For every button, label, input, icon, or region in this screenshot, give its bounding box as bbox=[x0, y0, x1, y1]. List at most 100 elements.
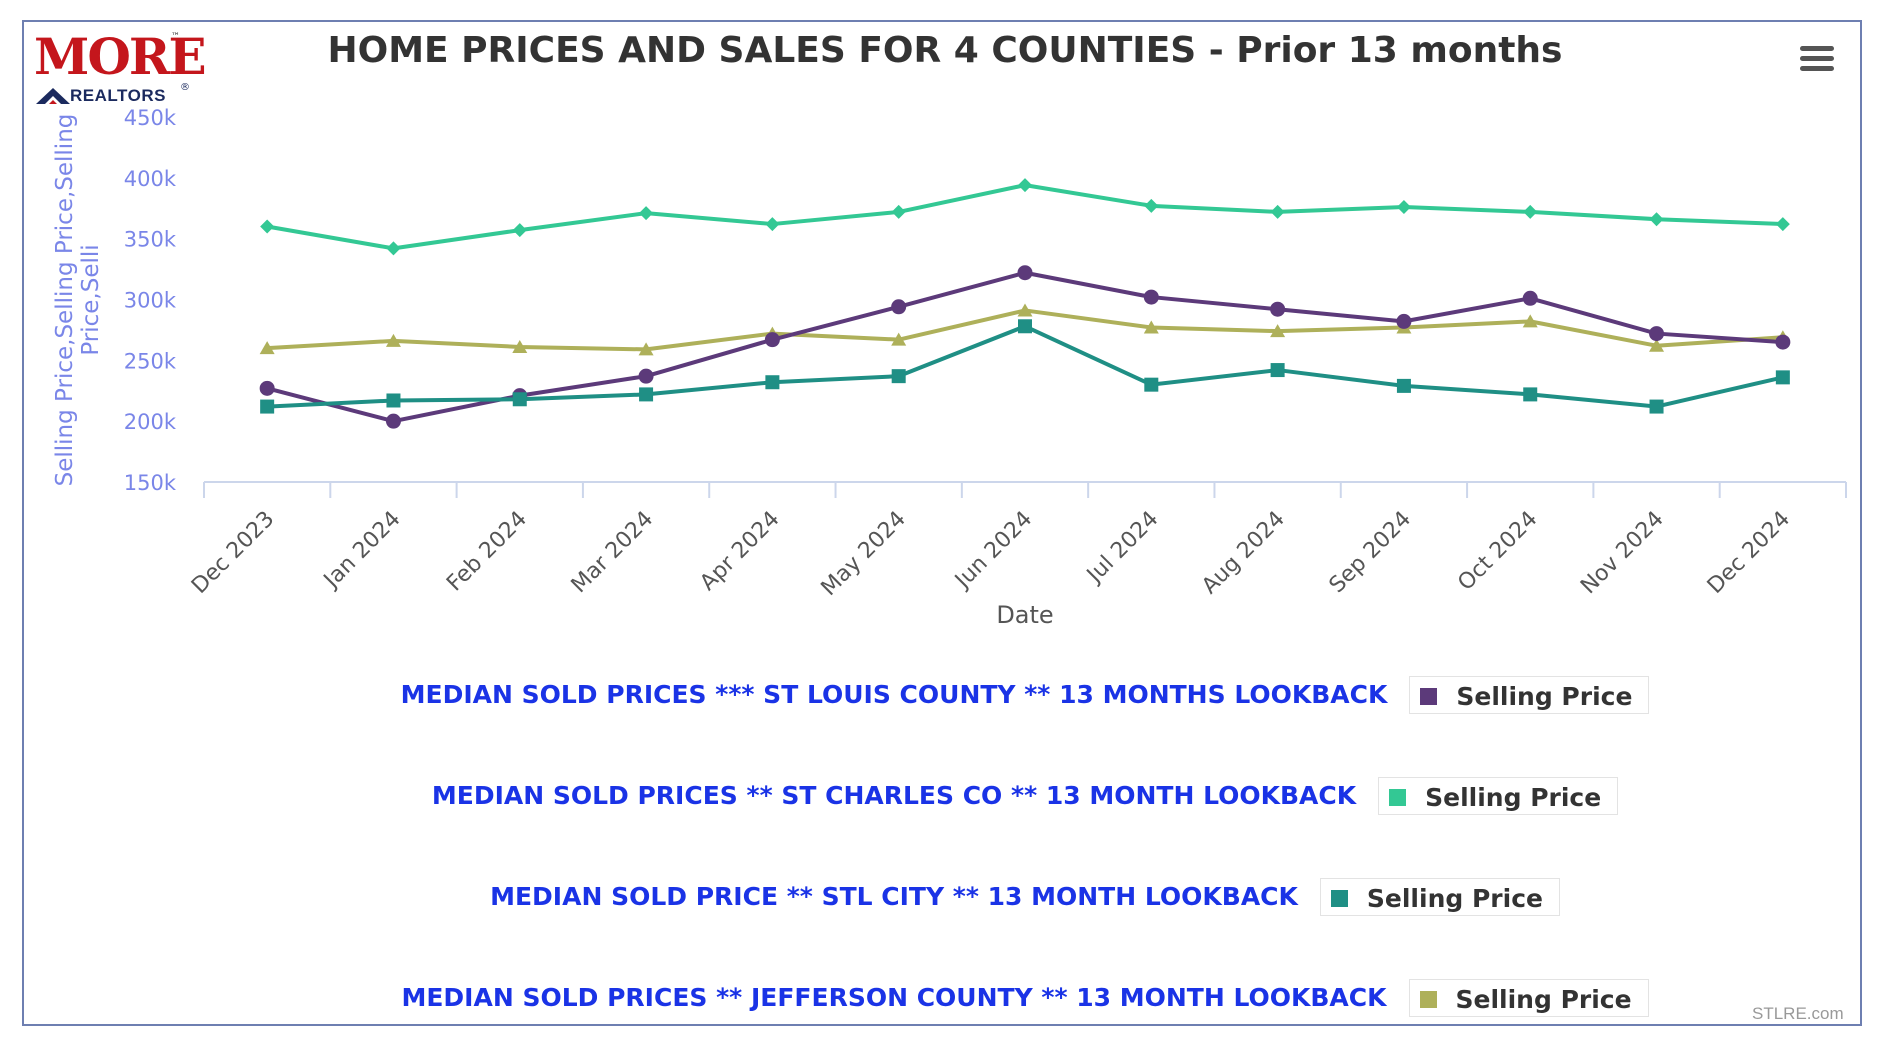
data-point[interactable] bbox=[1523, 387, 1538, 402]
x-tick-label: Oct 2024 bbox=[1453, 507, 1542, 596]
data-point[interactable] bbox=[1649, 399, 1664, 414]
data-point[interactable] bbox=[638, 342, 654, 356]
data-point[interactable] bbox=[1775, 217, 1790, 232]
data-point[interactable] bbox=[1017, 303, 1033, 317]
data-point[interactable] bbox=[1775, 334, 1791, 350]
series-line bbox=[266, 183, 1783, 251]
data-point[interactable] bbox=[1522, 314, 1538, 328]
legend-swatch bbox=[1330, 890, 1348, 907]
data-point[interactable] bbox=[1396, 378, 1411, 393]
data-point[interactable] bbox=[512, 392, 527, 407]
logo-tm: ™ bbox=[171, 32, 180, 42]
data-point[interactable] bbox=[1649, 326, 1665, 342]
x-tick-label: Dec 2023 bbox=[187, 507, 279, 599]
legend-group-title: MEDIAN SOLD PRICES ** ST CHARLES CO ** 1… bbox=[431, 781, 1357, 810]
data-point[interactable] bbox=[1270, 301, 1286, 317]
legend-row: MEDIAN SOLD PRICES ** JEFFERSON COUNTY *… bbox=[0, 979, 1894, 1019]
legend-group-title: MEDIAN SOLD PRICE ** STL CITY ** 13 MONT… bbox=[490, 882, 1298, 911]
data-point[interactable] bbox=[1018, 178, 1032, 193]
data-point[interactable] bbox=[1018, 319, 1032, 334]
data-point[interactable] bbox=[260, 219, 275, 234]
x-tick-label: Jan 2024 bbox=[318, 507, 406, 595]
legend-group-title: MEDIAN SOLD PRICES *** ST LOUIS COUNTY *… bbox=[400, 680, 1388, 709]
data-point[interactable] bbox=[259, 380, 275, 396]
series-2 bbox=[260, 319, 1790, 414]
data-point[interactable] bbox=[1270, 363, 1285, 378]
data-point[interactable] bbox=[765, 375, 780, 390]
legend-label: Selling Price bbox=[1455, 985, 1632, 1014]
data-point[interactable] bbox=[891, 369, 906, 384]
data-point[interactable] bbox=[891, 299, 907, 315]
legend-item[interactable]: Selling Price bbox=[1378, 777, 1619, 815]
legend-item[interactable]: Selling Price bbox=[1319, 878, 1560, 916]
data-point[interactable] bbox=[1523, 204, 1538, 219]
house-roof-icon bbox=[36, 88, 70, 104]
chart-title: HOME PRICES AND SALES FOR 4 COUNTIES - P… bbox=[327, 30, 1563, 71]
data-point[interactable] bbox=[1396, 200, 1411, 215]
logo-brand: MORE bbox=[34, 27, 207, 86]
x-tick-label: Dec 2024 bbox=[1703, 507, 1795, 599]
chart-frame bbox=[22, 20, 1862, 1026]
data-point[interactable] bbox=[1143, 320, 1159, 334]
data-point[interactable] bbox=[259, 341, 275, 355]
data-point[interactable] bbox=[639, 387, 654, 402]
data-point[interactable] bbox=[1270, 324, 1286, 338]
data-point[interactable] bbox=[512, 339, 528, 353]
data-point[interactable] bbox=[1144, 377, 1159, 392]
x-tick-label: Jun 2024 bbox=[949, 507, 1037, 595]
legend-group-title: MEDIAN SOLD PRICES ** JEFFERSON COUNTY *… bbox=[401, 983, 1387, 1012]
data-point[interactable] bbox=[891, 204, 906, 219]
x-tick-label: Jul 2024 bbox=[1081, 507, 1163, 589]
y-tick-label: 450k bbox=[124, 106, 177, 130]
x-tick-label: Nov 2024 bbox=[1576, 507, 1669, 600]
legend-item[interactable]: Selling Price bbox=[1409, 676, 1650, 714]
legend-label: Selling Price bbox=[1425, 783, 1602, 812]
data-point[interactable] bbox=[891, 332, 907, 346]
data-point[interactable] bbox=[764, 332, 780, 348]
y-tick-label: 200k bbox=[124, 410, 177, 434]
data-point[interactable] bbox=[765, 217, 780, 232]
data-point[interactable] bbox=[1649, 338, 1665, 352]
data-point[interactable] bbox=[1649, 212, 1664, 227]
data-point[interactable] bbox=[1396, 313, 1412, 329]
series-line bbox=[267, 324, 1784, 409]
data-point[interactable] bbox=[1017, 265, 1033, 281]
x-tick-label: Aug 2024 bbox=[1197, 507, 1290, 600]
x-tick-label: May 2024 bbox=[817, 507, 911, 601]
data-point[interactable] bbox=[1775, 370, 1790, 385]
more-realtors-logo: MORE ™ REALTORS ® bbox=[30, 30, 207, 110]
data-point[interactable] bbox=[1143, 289, 1159, 305]
x-tick-label: Apr 2024 bbox=[695, 507, 784, 596]
legend-label: Selling Price bbox=[1366, 884, 1543, 913]
x-axis-title: Date bbox=[996, 601, 1053, 629]
x-tick-label: Mar 2024 bbox=[567, 507, 659, 599]
legend-swatch bbox=[1419, 991, 1437, 1008]
data-point[interactable] bbox=[1270, 204, 1285, 219]
data-point[interactable] bbox=[385, 333, 401, 347]
data-point[interactable] bbox=[386, 241, 401, 256]
legend-row: MEDIAN SOLD PRICES *** ST LOUIS COUNTY *… bbox=[0, 676, 1894, 716]
x-tick-label: Sep 2024 bbox=[1325, 507, 1417, 599]
y-tick-label: 300k bbox=[124, 289, 177, 313]
legend-row: MEDIAN SOLD PRICE ** STL CITY ** 13 MONT… bbox=[0, 878, 1894, 918]
logo-sub: REALTORS bbox=[70, 86, 166, 105]
data-point[interactable] bbox=[1144, 198, 1159, 213]
data-point[interactable] bbox=[638, 368, 654, 384]
credit-link[interactable]: STLRE.com bbox=[1752, 1004, 1844, 1023]
y-tick-label: 400k bbox=[124, 167, 177, 191]
data-point[interactable] bbox=[639, 206, 654, 221]
x-tick-label: Feb 2024 bbox=[442, 507, 532, 597]
legend-swatch bbox=[1420, 688, 1438, 705]
data-point[interactable] bbox=[512, 223, 527, 238]
data-point[interactable] bbox=[260, 399, 275, 414]
data-point[interactable] bbox=[1522, 290, 1538, 306]
legend-swatch bbox=[1389, 789, 1407, 806]
legend-item[interactable]: Selling Price bbox=[1408, 979, 1649, 1017]
y-axis-title: Selling Price,Selling Price,SellingPrice… bbox=[52, 114, 104, 487]
y-tick-label: 350k bbox=[124, 228, 177, 252]
data-point[interactable] bbox=[386, 393, 401, 408]
legend-row: MEDIAN SOLD PRICES ** ST CHARLES CO ** 1… bbox=[0, 777, 1894, 817]
hamburger-menu-icon[interactable] bbox=[1800, 46, 1834, 76]
data-point[interactable] bbox=[385, 413, 401, 429]
